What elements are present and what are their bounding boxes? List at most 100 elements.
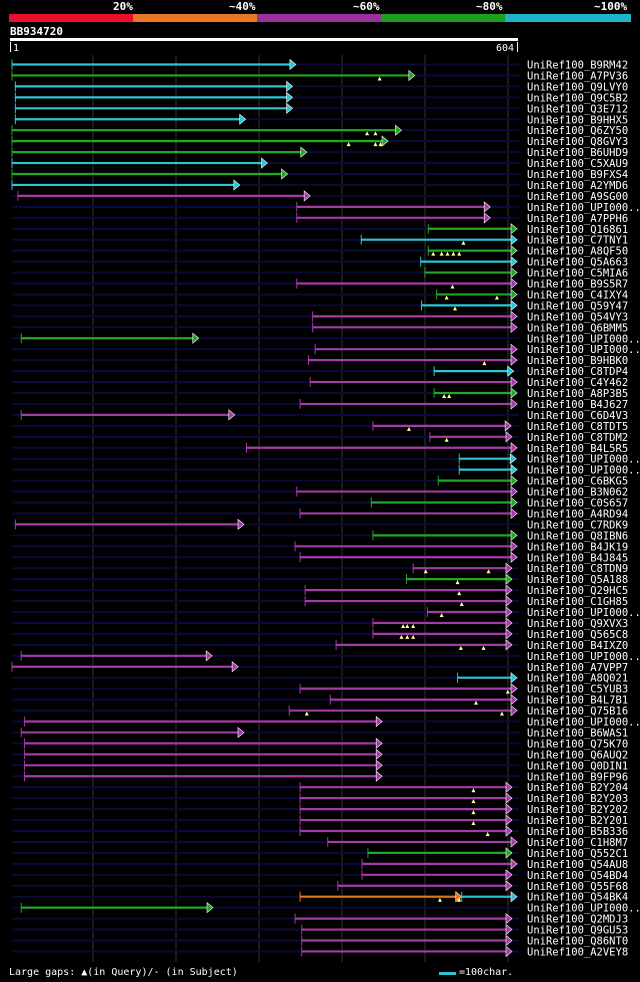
hit-label[interactable]: UniRef100_C8TDM2	[527, 432, 628, 444]
hit-label[interactable]: UniRef100_C5MIA6	[527, 268, 628, 280]
hit-label[interactable]: UniRef100_C8TDP4	[527, 366, 628, 378]
hit-row[interactable]: UniRef100_Q9LVY0	[12, 80, 628, 93]
hit-row[interactable]: UniRef100_C5MIA6	[12, 266, 628, 280]
hit-row[interactable]: UniRef100_Q565C8	[12, 628, 628, 641]
hit-row[interactable]: UniRef100_Q8IBN6	[12, 529, 628, 542]
hit-label[interactable]: UniRef100_A8QF50	[527, 246, 628, 258]
hit-label[interactable]: UniRef100_B6UHD9	[527, 147, 628, 159]
hit-row[interactable]: UniRef100_Q6AUQ2	[12, 748, 628, 761]
hit-row[interactable]: UniRef100_B4J845	[12, 551, 628, 564]
hit-label[interactable]: UniRef100_A8P3B5	[527, 388, 628, 400]
hit-label[interactable]: UniRef100_B4L5R5	[527, 443, 628, 455]
hit-row[interactable]: UniRef100_A2YMD6	[11, 179, 628, 192]
hit-row[interactable]: UniRef100_Q9GU53	[12, 923, 628, 937]
hit-label[interactable]: UniRef100_Q75B16	[527, 706, 628, 718]
hit-label[interactable]: UniRef100_A7VPP7	[527, 662, 628, 674]
hit-row[interactable]: UniRef100_A8P3B5	[12, 387, 628, 400]
hit-label[interactable]: UniRef100_Q552C1	[527, 848, 628, 860]
hit-row[interactable]: UniRef100_C1H8M7	[12, 836, 628, 849]
hit-label[interactable]: UniRef100_B6WAS1	[527, 727, 628, 739]
hit-row[interactable]: UniRef100_C5YUB3	[12, 683, 628, 696]
hit-label[interactable]: UniRef100_UPI000..	[527, 465, 640, 477]
hit-row[interactable]: UniRef100_Q3E712	[12, 102, 628, 115]
hit-label[interactable]: UniRef100_Q5A188	[527, 574, 628, 586]
hit-label[interactable]: UniRef100_Q86NT0	[527, 936, 628, 948]
hit-label[interactable]: UniRef100_B9HBK0	[527, 355, 628, 367]
hit-label[interactable]: UniRef100_C4Y462	[527, 377, 628, 389]
hit-row[interactable]: UniRef100_B5B336	[12, 825, 628, 838]
hit-label[interactable]: UniRef100_C6BKG5	[527, 476, 628, 488]
hit-row[interactable]: UniRef100_B4L7B1	[12, 693, 628, 707]
hit-label[interactable]: UniRef100_B9FP96	[527, 771, 628, 783]
hit-row[interactable]: UniRef100_A8Q021	[12, 672, 628, 685]
hit-row[interactable]: UniRef100_C4IXY4	[12, 288, 628, 301]
hit-row[interactable]: UniRef100_Q9C5B2	[12, 91, 628, 104]
hit-label[interactable]: UniRef100_A4RD94	[527, 508, 628, 520]
hit-label[interactable]: UniRef100_Q54AU8	[527, 859, 628, 871]
hit-label[interactable]: UniRef100_C4IXY4	[527, 289, 628, 301]
hit-label[interactable]: UniRef100_B9S5R7	[527, 279, 628, 291]
hit-row[interactable]: UniRef100_B4L5R5	[12, 442, 628, 455]
hit-label[interactable]: UniRef100_B4J845	[527, 552, 628, 564]
hit-row[interactable]: UniRef100_Q75B16	[12, 704, 628, 718]
hit-label[interactable]: UniRef100_Q55F68	[527, 881, 628, 893]
hit-label[interactable]: UniRef100_Q9GU53	[527, 925, 628, 937]
hit-row[interactable]: UniRef100_Q54BD4	[12, 869, 628, 882]
hit-row[interactable]: UniRef100_Q0DIN1	[12, 759, 628, 772]
hit-label[interactable]: UniRef100_B2Y204	[527, 782, 628, 794]
hit-label[interactable]: UniRef100_B3N062	[527, 487, 628, 499]
hit-row[interactable]: UniRef100_B9HHX5	[12, 113, 628, 126]
hit-label[interactable]: UniRef100_Q9XVX3	[527, 618, 628, 630]
hit-label[interactable]: UniRef100_Q6AUQ2	[527, 749, 628, 761]
hit-row[interactable]: UniRef100_C6BKG5	[12, 474, 628, 488]
hit-row[interactable]: UniRef100_B4J627	[12, 398, 628, 411]
hit-row[interactable]: UniRef100_Q55F68	[12, 880, 628, 893]
hit-row[interactable]: UniRef100_UPI000..	[12, 343, 640, 356]
hit-row[interactable]: UniRef100_UPI000..	[12, 453, 640, 466]
hit-row[interactable]: UniRef100_Q5A663	[12, 255, 628, 269]
hit-row[interactable]: UniRef100_C1GH85	[12, 595, 628, 608]
hit-label[interactable]: UniRef100_C6D4V3	[527, 410, 628, 422]
hit-label[interactable]: UniRef100_C5YUB3	[527, 684, 628, 696]
hit-label[interactable]: UniRef100_B4IXZ0	[527, 640, 628, 652]
hit-row[interactable]: UniRef100_Q75K70	[12, 737, 628, 750]
hit-label[interactable]: UniRef100_Q6BMM5	[527, 322, 628, 334]
hit-row[interactable]: UniRef100_C5XAU9	[11, 157, 628, 170]
hit-row[interactable]: UniRef100_C8TDM2	[12, 431, 628, 444]
hit-row[interactable]: UniRef100_B2Y201	[12, 814, 628, 827]
hit-label[interactable]: UniRef100_A7PPH6	[527, 213, 628, 225]
hit-row[interactable]: UniRef100_Q6ZY50	[11, 124, 628, 137]
hit-row[interactable]: UniRef100_Q5A188	[12, 573, 628, 586]
hit-label[interactable]: UniRef100_UPI000..	[527, 717, 640, 729]
hit-row[interactable]: UniRef100_B4IXZ0	[12, 639, 628, 652]
hit-label[interactable]: UniRef100_Q9LVY0	[527, 81, 628, 93]
hit-row[interactable]: UniRef100_Q29HC5	[12, 584, 628, 597]
hit-label[interactable]: UniRef100_C8TDT5	[527, 421, 628, 433]
hit-label[interactable]: UniRef100_UPI000..	[527, 607, 640, 619]
hit-row[interactable]: UniRef100_A7PPH6	[12, 212, 628, 225]
hit-row[interactable]: UniRef100_UPI000..	[12, 332, 640, 345]
hit-label[interactable]: UniRef100_UPI000..	[527, 454, 640, 466]
hit-label[interactable]: UniRef100_Q59Y47	[527, 300, 628, 312]
hit-label[interactable]: UniRef100_B9RM42	[527, 60, 628, 72]
hit-label[interactable]: UniRef100_A7PV36	[527, 70, 628, 82]
hit-row[interactable]: UniRef100_Q59Y47	[12, 299, 628, 312]
hit-label[interactable]: UniRef100_B2Y202	[527, 804, 628, 816]
hit-label[interactable]: UniRef100_B4J627	[527, 399, 628, 411]
hit-label[interactable]: UniRef100_UPI000..	[527, 333, 640, 345]
hit-label[interactable]: UniRef100_Q8GVY3	[527, 136, 628, 148]
hit-row[interactable]: UniRef100_C8TDT5	[12, 420, 628, 433]
hit-row[interactable]: UniRef100_Q6BMM5	[12, 321, 628, 334]
hit-row[interactable]: UniRef100_B9HBK0	[12, 354, 628, 367]
hit-label[interactable]: UniRef100_UPI000..	[527, 344, 640, 356]
hit-row[interactable]: UniRef100_B2Y202	[12, 803, 628, 816]
hit-row[interactable]: UniRef100_A7VPP7	[11, 661, 628, 674]
hit-row[interactable]: UniRef100_A2VEY8	[12, 945, 628, 958]
hit-row[interactable]: UniRef100_A8QF50	[12, 245, 628, 258]
hit-row[interactable]: UniRef100_A9SG00	[12, 190, 628, 203]
hit-label[interactable]: UniRef100_Q54VY3	[527, 311, 628, 323]
hit-label[interactable]: UniRef100_C0S657	[527, 498, 628, 510]
hit-row[interactable]: UniRef100_Q2MDJ3	[12, 912, 628, 926]
hit-row[interactable]: UniRef100_B6UHD9	[11, 146, 628, 159]
hit-row[interactable]: UniRef100_C4Y462	[12, 376, 628, 389]
